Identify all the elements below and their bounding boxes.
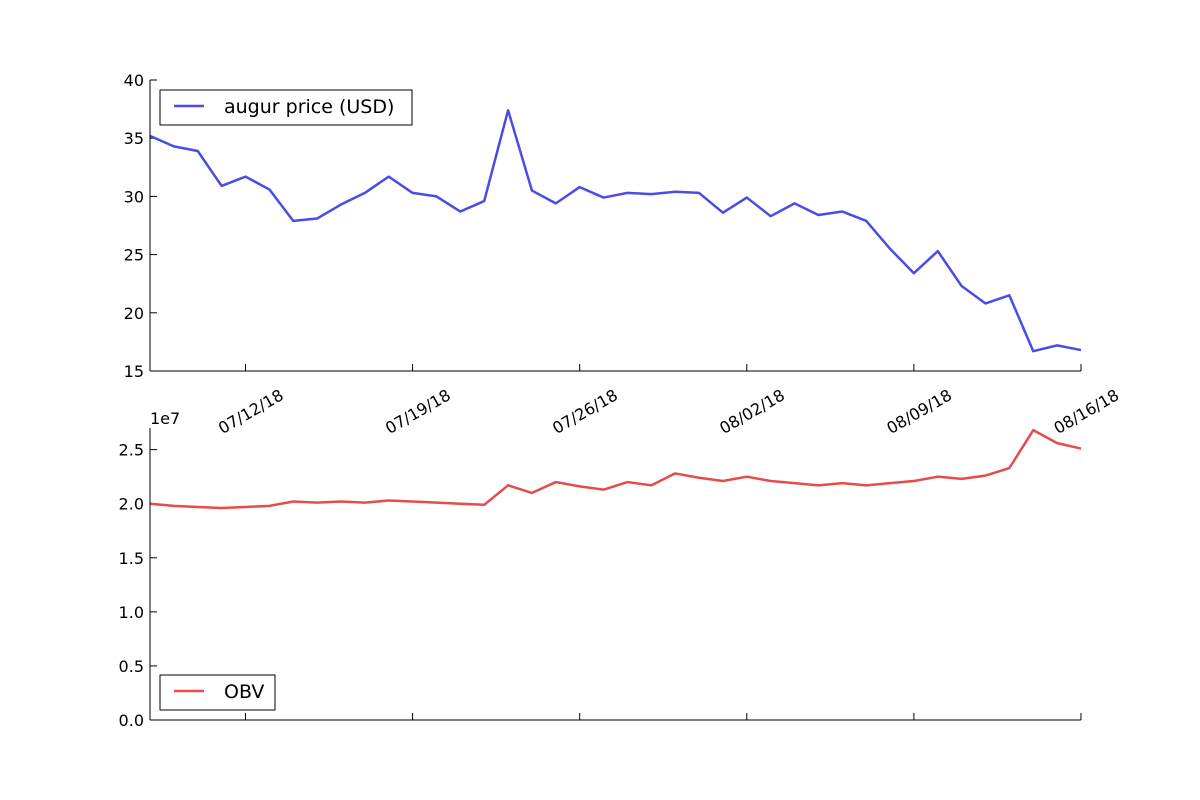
price-legend-label: augur price (USD) bbox=[224, 96, 394, 118]
obv-panel: 0.0 0.5 1.0 1.5 2.0 2.5 1e7 OBV bbox=[119, 409, 1082, 730]
obv-y-tick-label: 2.5 bbox=[119, 441, 144, 460]
obv-y-tick-label: 0.0 bbox=[119, 711, 144, 730]
price-y-tick-label: 40 bbox=[124, 71, 144, 90]
obv-legend-label: OBV bbox=[224, 681, 264, 703]
price-y-tick-label: 20 bbox=[124, 304, 144, 323]
price-series-line bbox=[149, 109, 1082, 353]
obv-y-tick-label: 0.5 bbox=[119, 657, 144, 676]
obv-y-tick-label: 1.5 bbox=[119, 549, 144, 568]
obv-y-exponent-label: 1e7 bbox=[150, 409, 180, 428]
price-y-tick-label: 25 bbox=[124, 246, 144, 265]
obv-legend-box bbox=[159, 674, 276, 711]
obv-y-tick-labels: 0.0 0.5 1.0 1.5 2.0 2.5 bbox=[119, 441, 144, 730]
price-y-tick-label: 30 bbox=[124, 187, 144, 206]
price-legend-box bbox=[159, 89, 413, 126]
obv-legend: OBV bbox=[159, 674, 276, 711]
obv-ticks bbox=[150, 449, 1082, 721]
obv-y-tick-label: 2.0 bbox=[119, 495, 144, 514]
price-ticks bbox=[150, 79, 1082, 372]
obv-series-line bbox=[149, 428, 1082, 510]
price-y-tick-label: 35 bbox=[124, 129, 144, 148]
price-legend: augur price (USD) bbox=[159, 89, 413, 126]
price-y-tick-labels: 15 20 25 30 35 40 bbox=[124, 71, 144, 381]
obv-y-tick-label: 1.0 bbox=[119, 603, 144, 622]
price-y-tick-label: 15 bbox=[124, 362, 144, 381]
